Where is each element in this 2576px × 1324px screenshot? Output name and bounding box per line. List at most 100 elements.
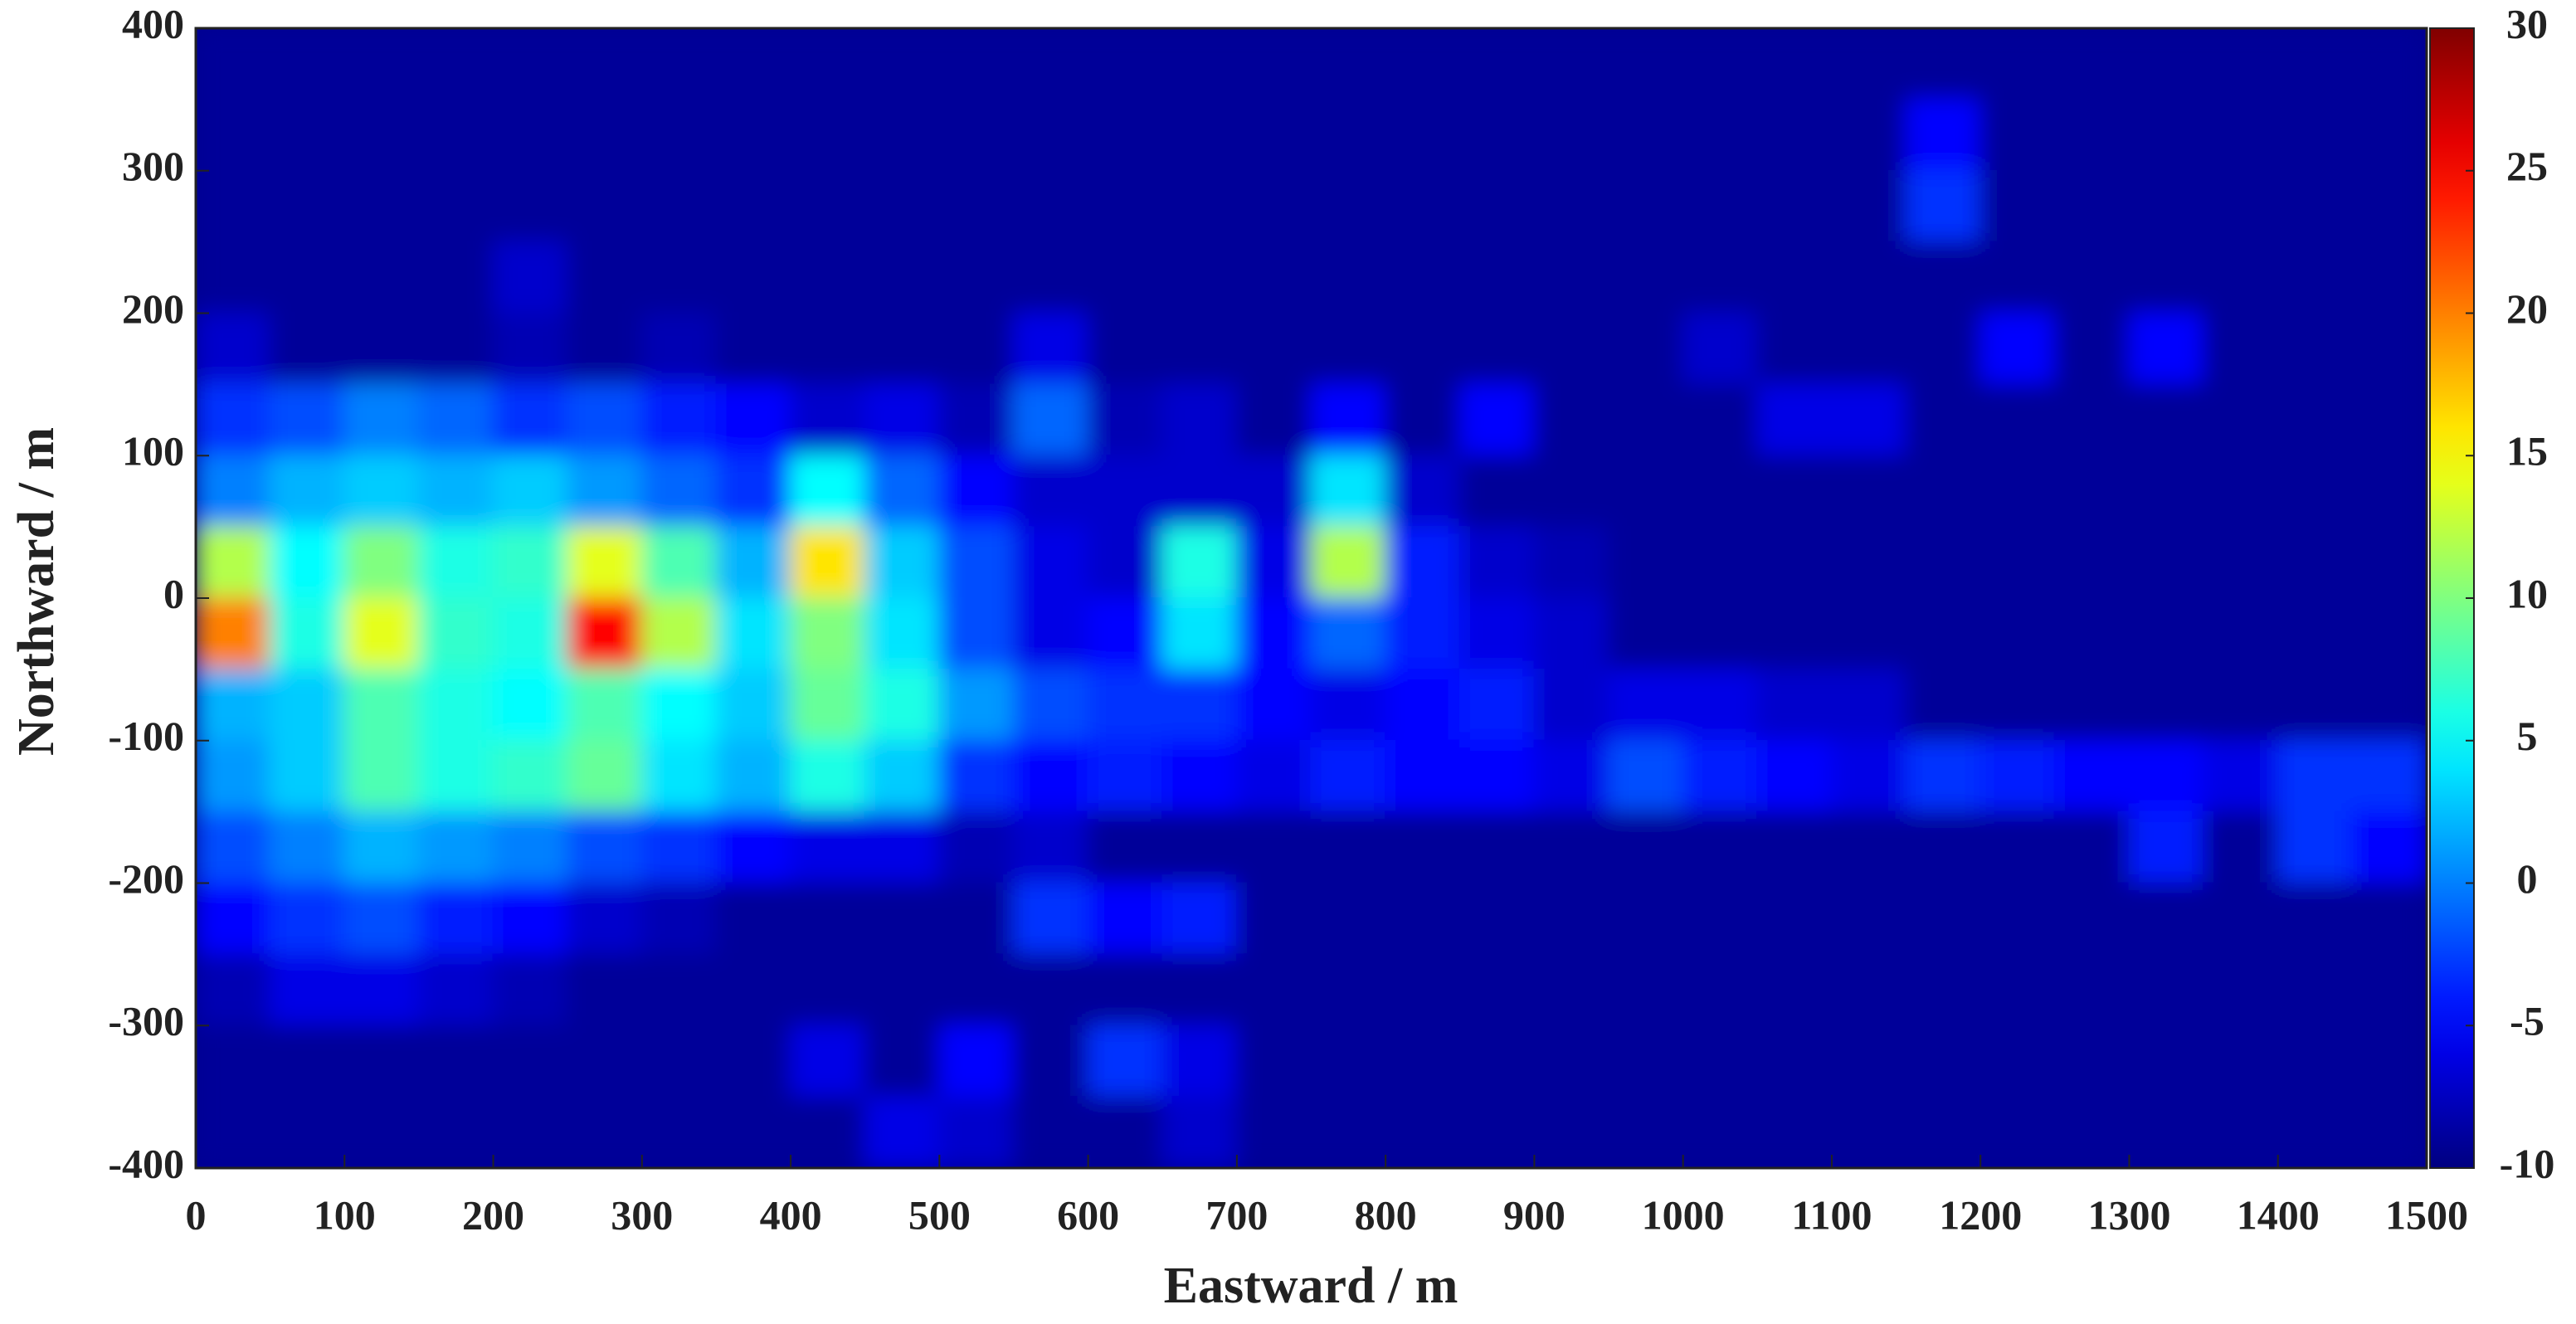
heatmap-cell (715, 668, 792, 742)
heatmap-cell (1087, 28, 1164, 100)
heatmap-cell (1087, 526, 1164, 599)
heatmap-cell (2128, 241, 2205, 314)
heatmap-cell (269, 810, 346, 884)
heatmap-cell (938, 312, 1015, 386)
heatmap-cell (2128, 526, 2205, 599)
heatmap-cell (196, 1096, 271, 1168)
heatmap-cell (1756, 169, 1833, 243)
heatmap-cell (1012, 98, 1089, 172)
heatmap-cell (938, 739, 1015, 813)
heatmap-cell (1979, 28, 2056, 100)
heatmap-cell (1161, 739, 1238, 813)
heatmap-cell (1830, 1096, 1907, 1168)
heatmap-cell (2277, 312, 2354, 386)
heatmap-cell (938, 98, 1015, 172)
heatmap-cell (1830, 169, 1907, 243)
heatmap-cell (1458, 312, 1536, 386)
heatmap-cell (1979, 169, 2056, 243)
heatmap-cell (1310, 312, 1387, 386)
heatmap-cell (864, 1025, 941, 1098)
colorbar-tick-label: -5 (2510, 998, 2544, 1044)
heatmap-cell (790, 1096, 866, 1168)
heatmap-cell (1310, 526, 1387, 599)
heatmap-cell (640, 455, 718, 528)
heatmap-cell (2128, 739, 2205, 813)
x-tick-label: 600 (1057, 1191, 1119, 1238)
heatmap-cell (1830, 28, 1907, 100)
heatmap-cell (196, 28, 271, 100)
heatmap-cell (715, 953, 792, 1027)
heatmap-cell (1682, 597, 1759, 670)
heatmap-cell (2277, 953, 2354, 1027)
x-tick-label: 500 (908, 1191, 971, 1238)
heatmap-cell (2277, 739, 2354, 813)
heatmap-cell (790, 98, 866, 172)
heatmap-layer (196, 28, 2427, 1168)
heatmap-cell (1533, 953, 1610, 1027)
heatmap-cell (1979, 241, 2056, 314)
heatmap-cell (1756, 526, 1833, 599)
heatmap-cell (343, 1096, 420, 1168)
heatmap-cell (715, 526, 792, 599)
x-tick-label: 900 (1503, 1191, 1566, 1238)
heatmap-cell (1458, 668, 1536, 742)
heatmap-cell (1608, 28, 1684, 100)
heatmap-cell (1310, 810, 1387, 884)
heatmap-cell (1979, 1025, 2056, 1098)
heatmap-cell (269, 739, 346, 813)
heatmap-cell (2203, 882, 2279, 956)
heatmap-cell (2053, 98, 2130, 172)
heatmap-cell (1385, 383, 1461, 457)
heatmap-cell (2128, 28, 2205, 100)
heatmap-cell (492, 597, 569, 670)
colorbar-tick-label: 5 (2517, 713, 2538, 759)
heatmap-cell (1458, 882, 1536, 956)
heatmap-cell (1385, 98, 1461, 172)
heatmap-cell (1235, 668, 1312, 742)
heatmap-cell (790, 241, 866, 314)
heatmap-cell (1310, 739, 1387, 813)
heatmap-cell (1235, 241, 1312, 314)
heatmap-cell (938, 597, 1015, 670)
heatmap-cell (864, 953, 941, 1027)
heatmap-cell (715, 383, 792, 457)
heatmap-cell (492, 98, 569, 172)
heatmap-cell (567, 882, 643, 956)
heatmap-cell (1905, 668, 1982, 742)
x-tick-label: 100 (314, 1191, 376, 1238)
y-tick-label: 300 (122, 143, 184, 189)
heatmap-cell (1905, 455, 1982, 528)
heatmap-cell (938, 526, 1015, 599)
heatmap-cell (1682, 1096, 1759, 1168)
heatmap-cell (1682, 169, 1759, 243)
heatmap-cell (1458, 739, 1536, 813)
heatmap-cell (417, 383, 494, 457)
heatmap-cell (1161, 1025, 1238, 1098)
heatmap-cell (2277, 241, 2354, 314)
heatmap-cell (2053, 810, 2130, 884)
heatmap-cell (1235, 312, 1312, 386)
heatmap-cell (1533, 597, 1610, 670)
heatmap-cell (1012, 526, 1089, 599)
heatmap-cell (1310, 597, 1387, 670)
heatmap-cell (567, 241, 643, 314)
heatmap-cell (715, 739, 792, 813)
heatmap-cell (1235, 98, 1312, 172)
heatmap-cell (2277, 1096, 2354, 1168)
heatmap-cell (1682, 953, 1759, 1027)
heatmap-cell (790, 739, 866, 813)
heatmap-cell (1310, 28, 1387, 100)
heatmap-cell (1385, 241, 1461, 314)
heatmap-cell (1608, 810, 1684, 884)
heatmap-cell (2053, 1025, 2130, 1098)
heatmap-cell (2128, 882, 2205, 956)
heatmap-cell (417, 169, 494, 243)
heatmap-cell (1533, 312, 1610, 386)
heatmap-cell (1682, 383, 1759, 457)
heatmap-cell (1310, 98, 1387, 172)
heatmap-cell (1385, 882, 1461, 956)
heatmap-cell (1682, 526, 1759, 599)
heatmap-cell (492, 810, 569, 884)
heatmap-cell (2128, 169, 2205, 243)
heatmap-cell (1533, 1025, 1610, 1098)
